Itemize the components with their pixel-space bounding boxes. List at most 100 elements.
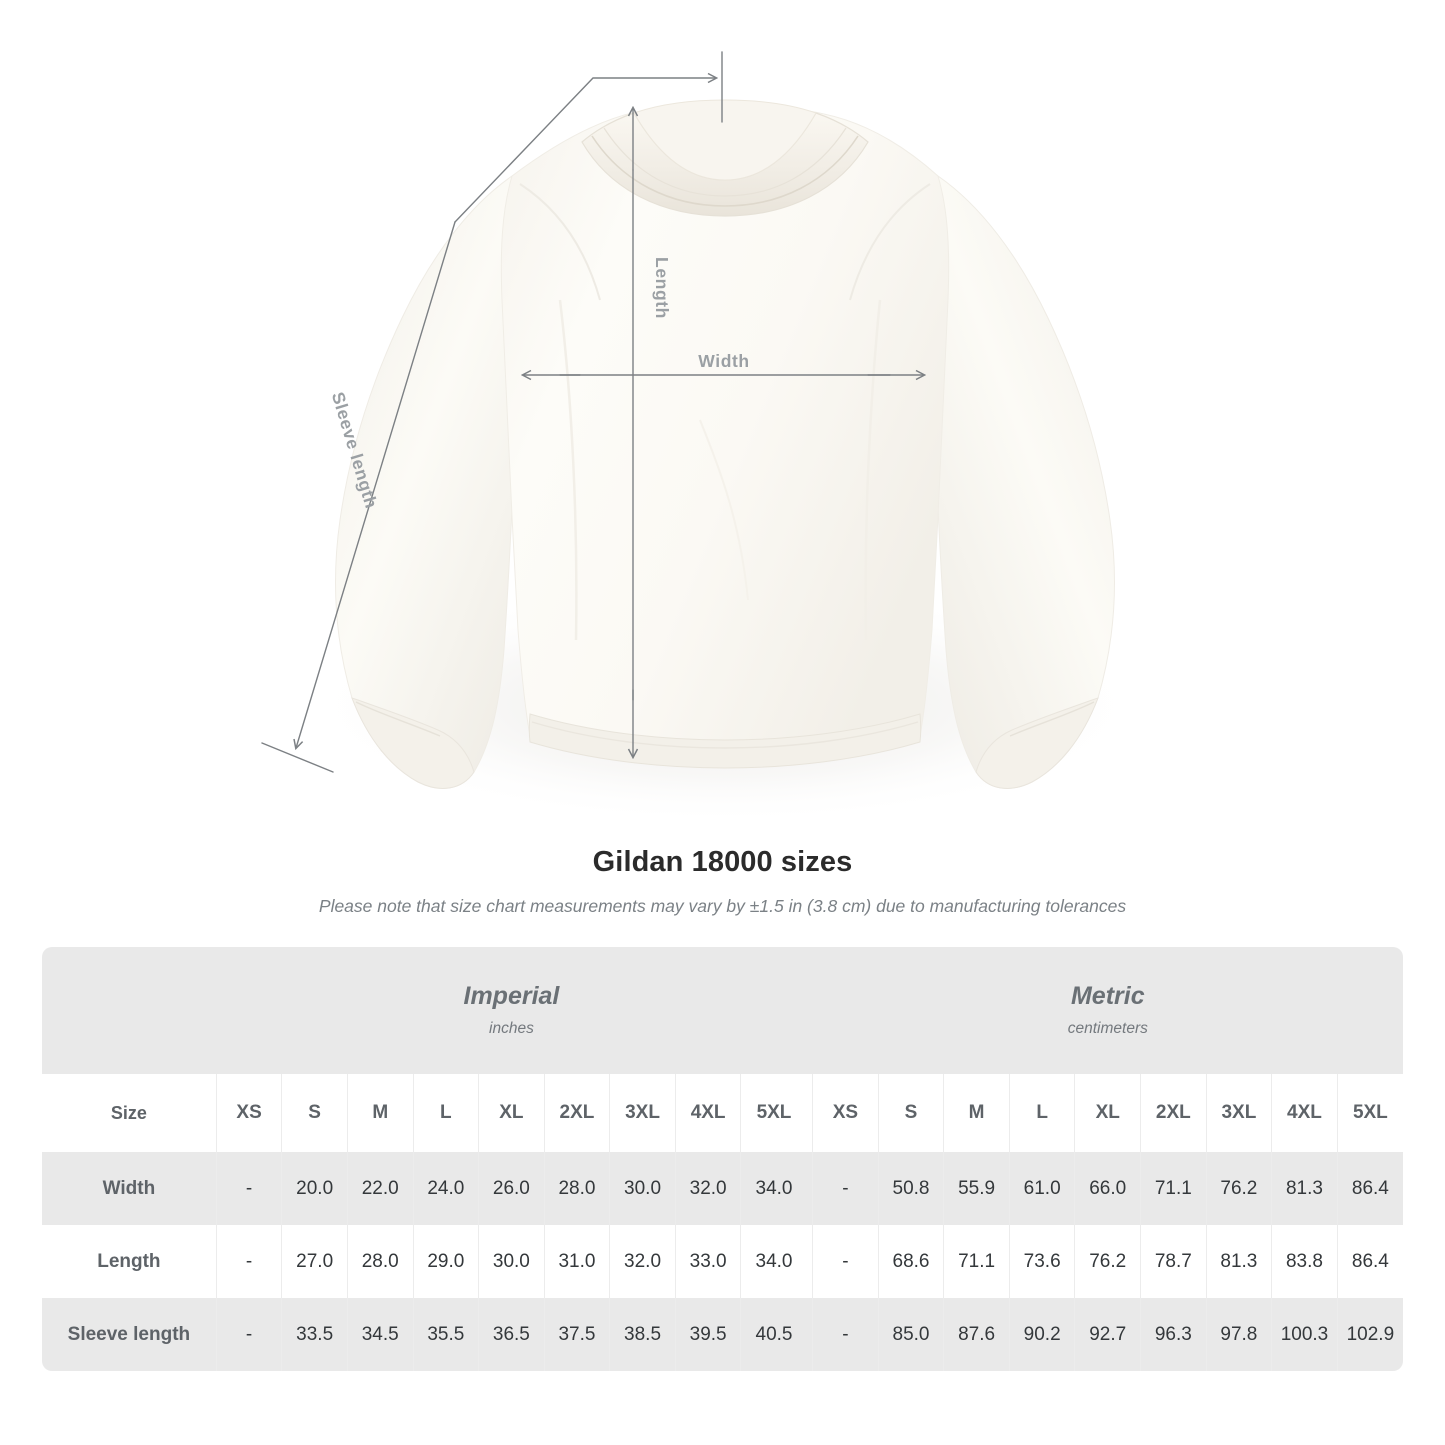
title-block: Gildan 18000 sizes Please note that size… [0, 846, 1445, 917]
width-label: Width [698, 351, 749, 371]
size-header-imperial-s: S [281, 1074, 348, 1152]
cell-sleeve-length-metric-l: 90.2 [1008, 1298, 1075, 1371]
cell-sleeve-length-imperial-s: 33.5 [281, 1298, 348, 1371]
row-gap [806, 1152, 813, 1225]
cell-length-metric-s: 68.6 [877, 1225, 944, 1298]
size-header-metric-2xl: 2XL [1140, 1074, 1207, 1152]
row-gap [806, 1298, 813, 1371]
unit-header-metric: Metric centimeters [812, 947, 1403, 1074]
unit-header-spacer [42, 947, 217, 1074]
size-header-metric-4xl: 4XL [1271, 1074, 1338, 1152]
size-header-imperial-xs: XS [215, 1074, 282, 1152]
size-header-imperial-l: L [412, 1074, 479, 1152]
cell-sleeve-length-metric-3xl: 97.8 [1205, 1298, 1272, 1371]
tolerance-note: Please note that size chart measurements… [318, 896, 1127, 916]
row-gap [806, 1225, 813, 1298]
cell-length-imperial-xs: - [215, 1225, 282, 1298]
cell-length-metric-5xl: 86.4 [1336, 1225, 1403, 1298]
cell-sleeve-length-imperial-l: 35.5 [412, 1298, 479, 1371]
row-label-sleeve-length: Sleeve length [42, 1298, 217, 1371]
size-header-imperial-m: M [346, 1074, 414, 1152]
cell-width-imperial-3xl: 30.0 [609, 1152, 676, 1225]
size-header-metric-xs: XS [812, 1074, 879, 1152]
size-chart-table-wrapper: Imperial inches Metric centimeters Size XS S M L… [42, 947, 1403, 1371]
cell-length-imperial-l: 29.0 [412, 1225, 479, 1298]
cell-sleeve-length-metric-m: 87.6 [943, 1298, 1010, 1371]
cell-length-metric-xl: 76.2 [1074, 1225, 1141, 1298]
cell-sleeve-length-metric-2xl: 96.3 [1140, 1298, 1207, 1371]
size-header-gap [806, 1074, 813, 1152]
size-chart-table: Imperial inches Metric centimeters Size XS S M L… [42, 947, 1403, 1371]
cell-length-imperial-3xl: 32.0 [609, 1225, 676, 1298]
cell-width-metric-xl: 66.0 [1074, 1152, 1141, 1225]
cell-width-imperial-5xl: 34.0 [740, 1152, 807, 1225]
cell-length-metric-xs: - [812, 1225, 879, 1298]
cell-width-imperial-xl: 26.0 [478, 1152, 545, 1225]
size-header-imperial-5xl: 5XL [740, 1074, 807, 1152]
unit-name-metric: Metric [1070, 981, 1145, 1010]
cell-sleeve-length-imperial-m: 34.5 [346, 1298, 414, 1371]
cell-width-metric-3xl: 76.2 [1205, 1152, 1272, 1225]
cell-width-metric-2xl: 71.1 [1140, 1152, 1207, 1225]
cell-width-imperial-xs: - [215, 1152, 282, 1225]
cell-sleeve-length-metric-xl: 92.7 [1074, 1298, 1141, 1371]
cell-sleeve-length-imperial-5xl: 40.5 [740, 1298, 807, 1371]
cell-sleeve-length-metric-4xl: 100.3 [1271, 1298, 1338, 1371]
table-row: Sleeve length -33.5 34.5 35.5 36.5 37.5 38.5 39… [42, 1298, 1403, 1371]
garment-diagram: Length Width Sleeve length [261, 51, 1145, 825]
cell-sleeve-length-imperial-xs: - [215, 1298, 282, 1371]
cell-length-imperial-4xl: 33.0 [674, 1225, 741, 1298]
cell-length-imperial-xl: 30.0 [478, 1225, 545, 1298]
table-row: Length -27.0 28.0 29.0 30.0 31.0 32.0 33.0 34.0-… [42, 1225, 1403, 1298]
unit-header-imperial: Imperial inches [216, 947, 807, 1074]
cell-length-metric-m: 71.1 [943, 1225, 1010, 1298]
size-header-metric-5xl: 5XL [1336, 1074, 1403, 1152]
size-header-row: Size XS S M L XL 2XL 3XL 4XL 5XL XS S M L XL 2XL 3XL 4XL 5… [42, 1074, 1403, 1152]
cell-sleeve-length-imperial-4xl: 39.5 [674, 1298, 741, 1371]
row-label-length: Length [42, 1225, 217, 1298]
cell-length-imperial-2xl: 31.0 [543, 1225, 610, 1298]
unit-sub-metric: centimeters [1067, 1020, 1148, 1038]
cell-length-metric-3xl: 81.3 [1205, 1225, 1272, 1298]
table-row: Width -20.0 22.0 24.0 26.0 28.0 30.0 32.0 34.0-5… [42, 1152, 1403, 1225]
size-header-label: Size [42, 1074, 217, 1152]
cell-width-metric-s: 50.8 [877, 1152, 944, 1225]
cell-length-metric-2xl: 78.7 [1140, 1225, 1207, 1298]
cell-length-imperial-s: 27.0 [281, 1225, 348, 1298]
cell-width-metric-5xl: 86.4 [1336, 1152, 1403, 1225]
cell-length-imperial-5xl: 34.0 [740, 1225, 807, 1298]
size-header-imperial-3xl: 3XL [609, 1074, 676, 1152]
cell-width-imperial-m: 22.0 [346, 1152, 414, 1225]
cell-length-metric-4xl: 83.8 [1271, 1225, 1338, 1298]
cell-width-imperial-s: 20.0 [281, 1152, 348, 1225]
size-header-metric-xl: XL [1074, 1074, 1141, 1152]
cell-width-imperial-4xl: 32.0 [674, 1152, 741, 1225]
row-label-width: Width [42, 1152, 217, 1225]
cell-length-imperial-m: 28.0 [346, 1225, 414, 1298]
cell-sleeve-length-metric-s: 85.0 [877, 1298, 944, 1371]
cell-sleeve-length-imperial-2xl: 37.5 [543, 1298, 610, 1371]
unit-name-imperial: Imperial [463, 981, 560, 1010]
cell-sleeve-length-imperial-3xl: 38.5 [609, 1298, 676, 1371]
page-title: Gildan 18000 sizes [592, 846, 853, 878]
size-header-imperial-xl: XL [478, 1074, 545, 1152]
cell-width-metric-l: 61.0 [1008, 1152, 1075, 1225]
size-header-metric-s: S [877, 1074, 944, 1152]
unit-header-gap [806, 947, 813, 1074]
cell-width-imperial-l: 24.0 [412, 1152, 479, 1225]
size-header-metric-3xl: 3XL [1205, 1074, 1272, 1152]
cell-sleeve-length-imperial-xl: 36.5 [478, 1298, 545, 1371]
size-header-imperial-4xl: 4XL [674, 1074, 741, 1152]
cell-width-metric-4xl: 81.3 [1271, 1152, 1338, 1225]
cell-width-metric-m: 55.9 [943, 1152, 1010, 1225]
cell-sleeve-length-metric-xs: - [812, 1298, 879, 1371]
cell-width-imperial-2xl: 28.0 [543, 1152, 610, 1225]
size-header-metric-m: M [943, 1074, 1010, 1152]
cell-sleeve-length-metric-5xl: 102.9 [1336, 1298, 1403, 1371]
garment-illustration: Length Width Sleeve length [261, 51, 1145, 825]
cell-width-metric-xs: - [812, 1152, 879, 1225]
length-label: Length [652, 257, 672, 319]
unit-sub-imperial: inches [489, 1020, 534, 1038]
size-header-imperial-2xl: 2XL [543, 1074, 610, 1152]
